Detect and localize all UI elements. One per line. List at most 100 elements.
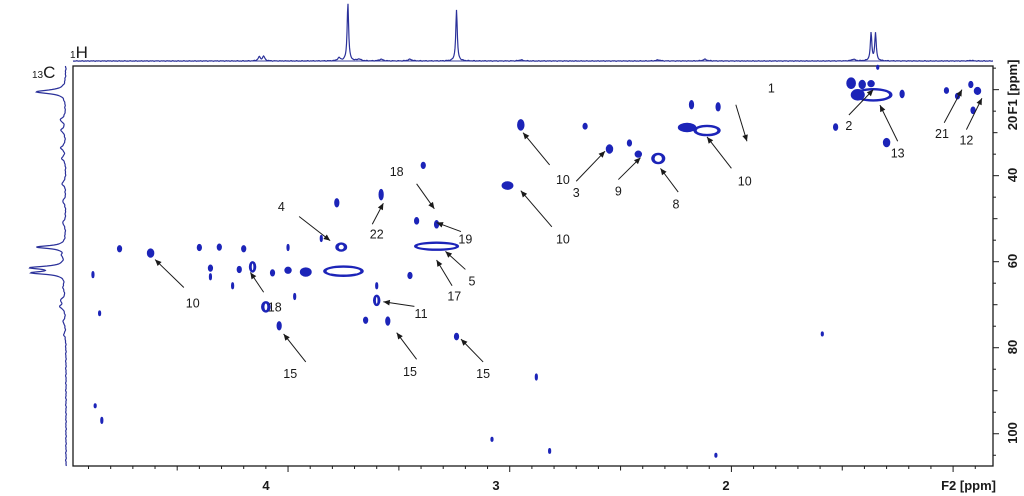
peak-label: 9 — [615, 185, 622, 199]
cross-peak — [688, 100, 695, 110]
proton-mass-number: 1 — [70, 50, 76, 61]
proton-projection: 1H — [70, 3, 993, 62]
peak-arrow-head — [250, 272, 257, 280]
peak-arrow-head — [283, 333, 290, 341]
peak-arrow-head — [445, 251, 453, 258]
cross-peak — [375, 282, 379, 290]
x-axis-title: F2 [ppm] — [941, 478, 996, 493]
cross-peak — [882, 137, 891, 148]
peak-label: 4 — [278, 200, 285, 214]
cross-peak — [850, 89, 865, 101]
cross-peak — [241, 245, 247, 253]
y-tick-label: 60 — [1005, 254, 1020, 268]
y-tick-marks — [993, 67, 999, 456]
cross-peak-contour-hole — [251, 263, 254, 271]
peak-arrow-head — [436, 222, 444, 228]
peak-arrow-head — [742, 134, 748, 142]
cross-peak — [899, 89, 905, 99]
peak-label: 10 — [738, 174, 752, 188]
cross-peak — [534, 373, 538, 381]
proton-nucleus-label: 1H — [70, 43, 88, 62]
peak-label: 19 — [458, 232, 472, 246]
peak-label: 5 — [469, 274, 476, 288]
peak-label: 1 — [768, 81, 775, 95]
cross-peak — [284, 266, 292, 274]
peak-arrow-head — [383, 299, 391, 306]
peak-arrow-head — [520, 190, 528, 198]
y-tick-label: 100 — [1005, 422, 1020, 444]
peak-arrow-head — [436, 259, 443, 267]
cross-peak — [548, 447, 552, 454]
cross-peak — [677, 122, 697, 133]
cross-peak-contour-hole — [696, 127, 718, 134]
cross-peak — [501, 181, 514, 190]
peak-label: 15 — [476, 367, 490, 381]
y-axis-title: F1 [ppm] — [1005, 60, 1020, 115]
peak-label: 12 — [959, 133, 973, 147]
cross-peak — [973, 86, 982, 96]
cross-peak-contour-hole — [417, 243, 456, 249]
cross-peak — [299, 267, 312, 277]
cross-peak — [236, 265, 242, 274]
proton-symbol: H — [76, 43, 88, 62]
cross-peak — [413, 216, 420, 225]
cross-peak — [385, 316, 391, 326]
cross-peak — [715, 102, 721, 112]
cross-peak — [490, 436, 494, 442]
cross-peak — [605, 144, 614, 154]
cross-peak — [93, 403, 97, 409]
peak-arrow-head — [956, 89, 962, 97]
y-tick-label: 40 — [1005, 168, 1020, 182]
cross-peak — [98, 310, 102, 317]
cross-peak-contour-hole — [326, 267, 361, 275]
peak-arrow-head — [707, 136, 714, 144]
peak-label: 15 — [403, 365, 417, 379]
cross-peak — [820, 331, 824, 337]
peak-arrow-head — [396, 332, 403, 340]
cross-peak — [269, 269, 276, 277]
cross-peak — [582, 122, 588, 130]
x-tick-label: 4 — [262, 478, 270, 493]
cross-peak — [867, 80, 875, 88]
cross-peak — [216, 243, 222, 251]
cross-peak — [276, 321, 282, 331]
peak-arrow-shaft — [522, 132, 551, 166]
peak-label: 21 — [935, 127, 949, 141]
peak-label: 2 — [845, 119, 852, 133]
cross-peak-contour-hole — [338, 244, 344, 250]
cross-peak — [208, 273, 213, 281]
cross-peak — [433, 220, 440, 229]
peak-arrow-shaft — [154, 259, 185, 288]
peak-label: 3 — [573, 186, 580, 200]
peak-label: 17 — [447, 290, 461, 304]
peak-arrow-shaft — [298, 216, 331, 242]
peak-arrow-head — [155, 259, 162, 267]
peak-arrow-head — [879, 105, 886, 113]
x-tick-label: 2 — [722, 478, 729, 493]
cross-peaks — [91, 64, 982, 458]
cross-peak — [943, 87, 950, 94]
cross-peak — [626, 139, 633, 147]
carbon-trace — [28, 65, 68, 467]
peak-label: 10 — [186, 296, 200, 310]
peak-arrow-head — [633, 157, 641, 165]
cross-peak-contour-hole — [264, 303, 268, 311]
proton-trace — [72, 3, 993, 62]
peak-arrow-head — [428, 201, 435, 209]
cross-peak — [100, 416, 104, 425]
cross-peak — [378, 188, 384, 201]
y-tick-label: 80 — [1005, 340, 1020, 354]
peak-arrow-head — [866, 89, 874, 97]
cross-peak — [231, 282, 235, 290]
cross-peak — [517, 119, 525, 131]
peak-arrow-shaft — [706, 136, 732, 169]
cross-peak — [832, 123, 839, 131]
cross-peak — [876, 64, 880, 70]
cross-peak — [91, 270, 95, 279]
peak-label: 10 — [556, 232, 570, 246]
plot-frame — [72, 65, 994, 467]
x-axis: 4 3 2 F2 [ppm] — [88, 466, 996, 493]
cross-peak — [196, 243, 202, 252]
